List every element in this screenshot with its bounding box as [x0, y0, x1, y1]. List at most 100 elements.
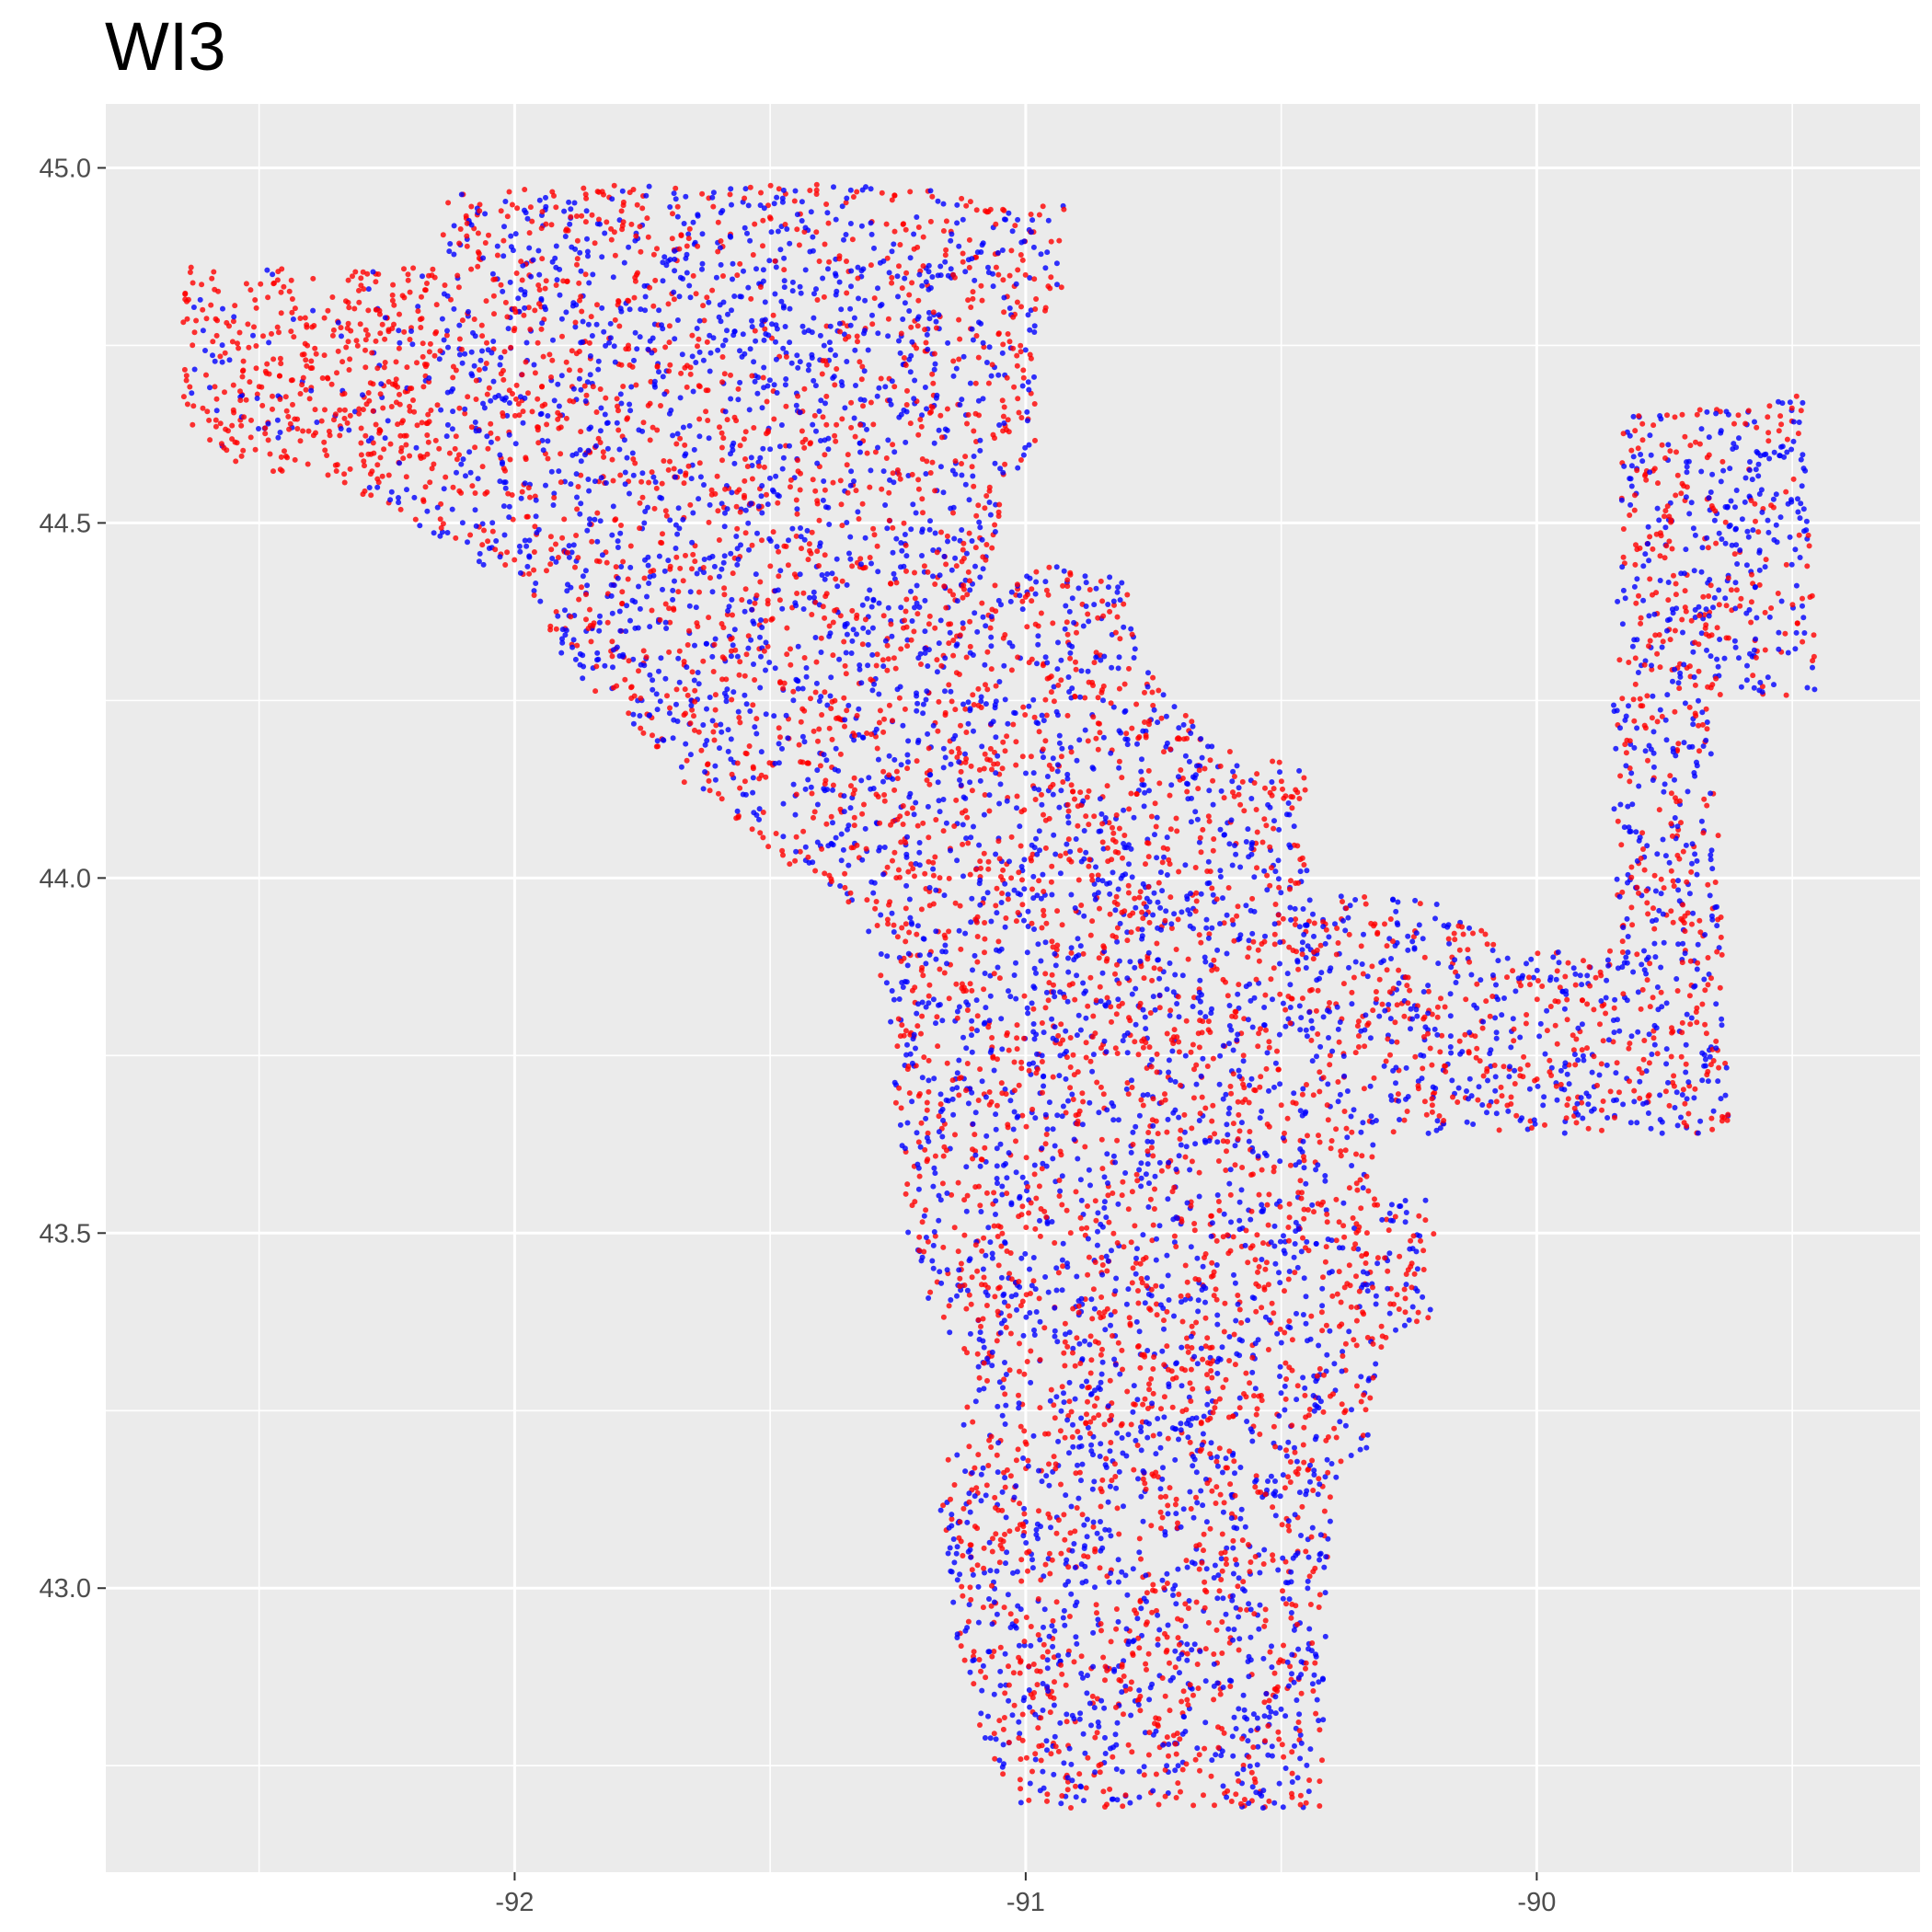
- data-point: [1333, 1126, 1340, 1133]
- data-point: [1089, 918, 1096, 925]
- data-point: [1672, 666, 1678, 673]
- data-point: [1122, 871, 1129, 878]
- data-point: [1144, 1282, 1150, 1289]
- data-point: [1173, 1601, 1179, 1607]
- data-point: [1302, 787, 1308, 793]
- data-point: [1205, 1619, 1212, 1626]
- data-point: [1717, 984, 1723, 991]
- data-point: [630, 472, 637, 478]
- data-point: [1120, 1179, 1126, 1185]
- data-point: [930, 859, 937, 866]
- data-point: [1616, 1089, 1622, 1096]
- data-point: [1279, 1522, 1285, 1528]
- data-point: [1634, 467, 1640, 474]
- data-point: [1306, 897, 1313, 903]
- data-point: [1068, 858, 1075, 865]
- data-point: [403, 442, 409, 448]
- data-point: [857, 359, 863, 365]
- data-point: [667, 705, 673, 711]
- data-point: [1108, 1312, 1114, 1318]
- data-point: [1138, 1160, 1144, 1167]
- data-point: [834, 556, 840, 562]
- data-point: [1285, 1518, 1292, 1524]
- data-point: [1749, 477, 1755, 483]
- data-point: [1220, 1595, 1226, 1602]
- data-point: [1251, 1393, 1257, 1399]
- data-point: [756, 806, 763, 812]
- data-point: [1065, 1413, 1072, 1419]
- data-point: [1188, 730, 1194, 736]
- data-point: [885, 604, 891, 611]
- data-point: [1241, 1707, 1248, 1713]
- data-point: [856, 706, 862, 712]
- data-point: [1172, 1767, 1179, 1774]
- data-point: [1229, 1733, 1236, 1740]
- data-point: [362, 347, 368, 353]
- data-point: [481, 405, 488, 411]
- data-point: [900, 316, 906, 322]
- data-point: [1249, 1784, 1256, 1790]
- data-point: [1041, 913, 1047, 918]
- data-point: [854, 333, 860, 339]
- data-point: [667, 517, 673, 523]
- data-point: [1131, 655, 1137, 661]
- data-point: [1231, 774, 1237, 779]
- data-point: [1289, 1779, 1295, 1785]
- data-point: [1762, 609, 1768, 615]
- data-point: [962, 930, 969, 937]
- data-point: [632, 460, 638, 466]
- data-point: [1388, 1097, 1395, 1103]
- data-point: [574, 256, 581, 262]
- data-point: [1024, 418, 1030, 424]
- data-point: [673, 196, 679, 202]
- data-point: [1550, 954, 1557, 960]
- data-point: [362, 327, 369, 333]
- data-point: [1087, 1099, 1093, 1106]
- data-point: [686, 225, 693, 232]
- data-point: [1328, 1393, 1333, 1399]
- data-point: [1672, 815, 1678, 821]
- data-point: [551, 490, 558, 497]
- data-point: [765, 844, 772, 850]
- data-point: [667, 458, 673, 465]
- data-point: [1149, 1237, 1156, 1244]
- data-point: [1244, 1606, 1250, 1613]
- data-point: [1385, 1036, 1391, 1042]
- data-point: [813, 286, 819, 293]
- data-point: [1225, 1138, 1231, 1144]
- data-point: [790, 688, 797, 695]
- data-point: [804, 527, 811, 534]
- data-point: [993, 1531, 999, 1537]
- data-point: [690, 272, 696, 279]
- data-point: [676, 246, 683, 252]
- data-point: [1255, 1269, 1260, 1275]
- data-point: [709, 589, 716, 595]
- data-point: [1175, 1763, 1181, 1769]
- data-point: [1277, 1238, 1283, 1245]
- data-point: [501, 532, 508, 538]
- data-point: [1016, 1279, 1022, 1284]
- data-point: [1107, 1483, 1113, 1489]
- data-point: [1612, 1114, 1617, 1121]
- data-point: [989, 1653, 995, 1660]
- data-point: [1646, 558, 1652, 564]
- data-point: [1224, 1148, 1229, 1155]
- data-point: [619, 601, 626, 607]
- data-point: [213, 417, 219, 423]
- data-point: [997, 1224, 1004, 1230]
- data-point: [919, 1013, 926, 1019]
- data-point: [1240, 1052, 1247, 1059]
- data-point: [426, 349, 432, 355]
- data-point: [1433, 902, 1440, 907]
- data-point: [184, 316, 190, 322]
- data-point: [766, 475, 773, 481]
- data-point: [911, 396, 917, 402]
- data-point: [1262, 992, 1269, 998]
- data-point: [891, 996, 897, 1003]
- data-point: [834, 421, 840, 428]
- data-point: [1694, 759, 1699, 765]
- data-point: [500, 376, 507, 383]
- data-point: [1251, 874, 1258, 880]
- data-point: [1272, 1260, 1279, 1267]
- data-point: [688, 476, 695, 482]
